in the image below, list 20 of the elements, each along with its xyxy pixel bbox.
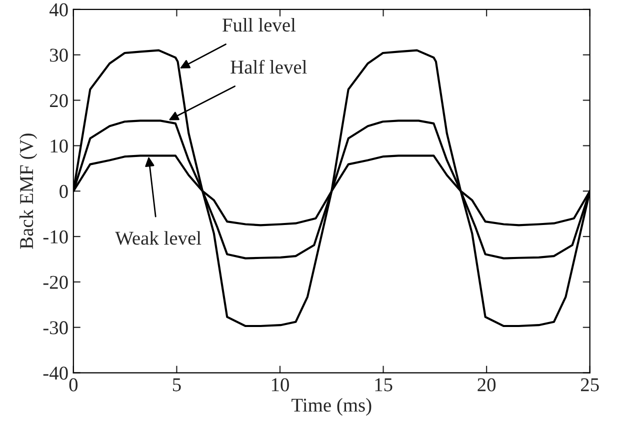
x-tick-label: 0 xyxy=(69,378,78,392)
y-tick-label: -40 xyxy=(43,366,68,380)
y-tick-label: 20 xyxy=(50,94,68,108)
annotation: Half level xyxy=(230,60,307,74)
y-tick-label: -30 xyxy=(43,321,68,334)
annotation: Full level xyxy=(222,18,296,32)
x-tick-label: 20 xyxy=(478,378,496,392)
y-tick-label: 0 xyxy=(60,184,68,198)
x-tick-label: 10 xyxy=(272,378,289,392)
y-tick-label: -20 xyxy=(43,276,68,289)
y-tick-label: 10 xyxy=(50,139,68,153)
x-axis-title: Time (ms) xyxy=(292,398,372,416)
x-tick-label: 5 xyxy=(172,378,181,392)
y-tick-label: 30 xyxy=(50,48,68,62)
annotation: Weak level xyxy=(115,231,202,245)
y-tick-label: 40 xyxy=(49,3,68,16)
x-tick-label: 25 xyxy=(580,378,599,392)
x-tick-label: 15 xyxy=(375,378,392,392)
y-axis-title: Back EMF (V) xyxy=(19,134,38,249)
y-tick-label: -10 xyxy=(43,230,68,244)
